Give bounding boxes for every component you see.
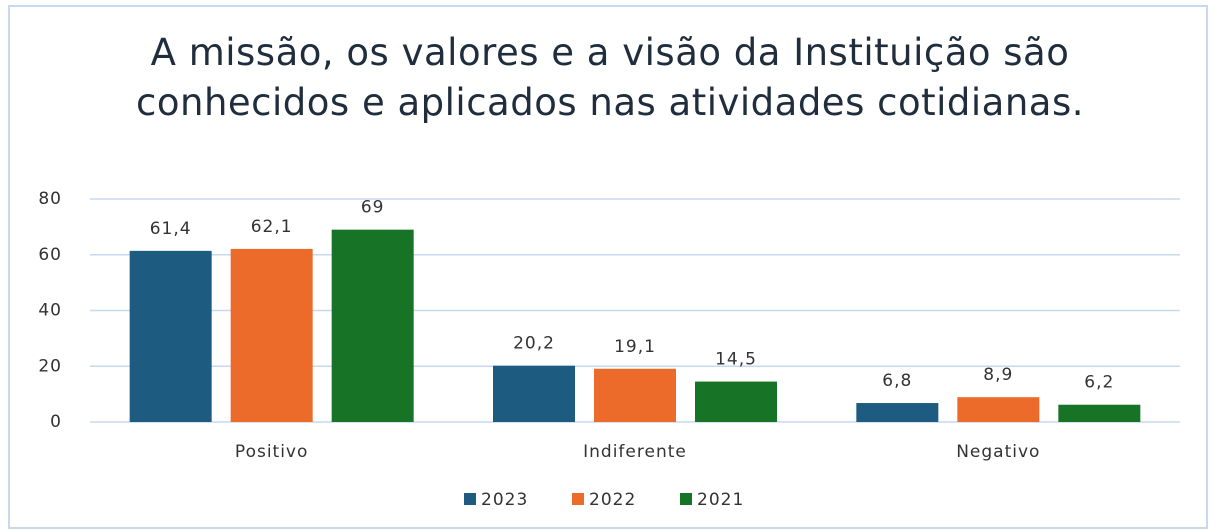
y-tick-label: 60 [38, 245, 62, 265]
legend-swatch [572, 493, 584, 505]
bar [493, 365, 575, 422]
bar [856, 403, 939, 422]
chart-title: A missão, os valores e a visão da Instit… [136, 31, 1084, 124]
x-tick-label: Positivo [235, 442, 308, 462]
data-label: 8,9 [983, 365, 1013, 385]
data-label: 19,1 [614, 337, 656, 357]
bar [594, 368, 676, 422]
y-tick-label: 0 [50, 412, 62, 432]
legend-swatch [464, 493, 476, 505]
data-label: 6,8 [882, 371, 912, 391]
x-tick-label: Indiferente [583, 442, 687, 462]
data-label: 69 [361, 198, 385, 218]
bar [230, 248, 313, 422]
bar [695, 381, 777, 422]
y-tick-label: 20 [38, 356, 62, 376]
legend-label: 2021 [697, 490, 744, 510]
y-tick-label: 80 [38, 189, 62, 209]
data-label: 20,2 [513, 334, 555, 354]
legend-label: 2023 [481, 490, 528, 510]
data-label: 14,5 [715, 350, 757, 370]
chart-frame [8, 5, 1208, 529]
bar [331, 229, 414, 422]
x-tick-label: Negativo [956, 442, 1040, 462]
bar [957, 397, 1040, 422]
bar [129, 250, 212, 422]
data-label: 6,2 [1084, 373, 1114, 393]
bar [1058, 404, 1141, 422]
y-tick-label: 40 [38, 301, 62, 321]
data-label: 61,4 [150, 219, 192, 239]
data-label: 62,1 [251, 217, 293, 237]
legend-swatch [680, 493, 692, 505]
legend-label: 2022 [589, 490, 636, 510]
